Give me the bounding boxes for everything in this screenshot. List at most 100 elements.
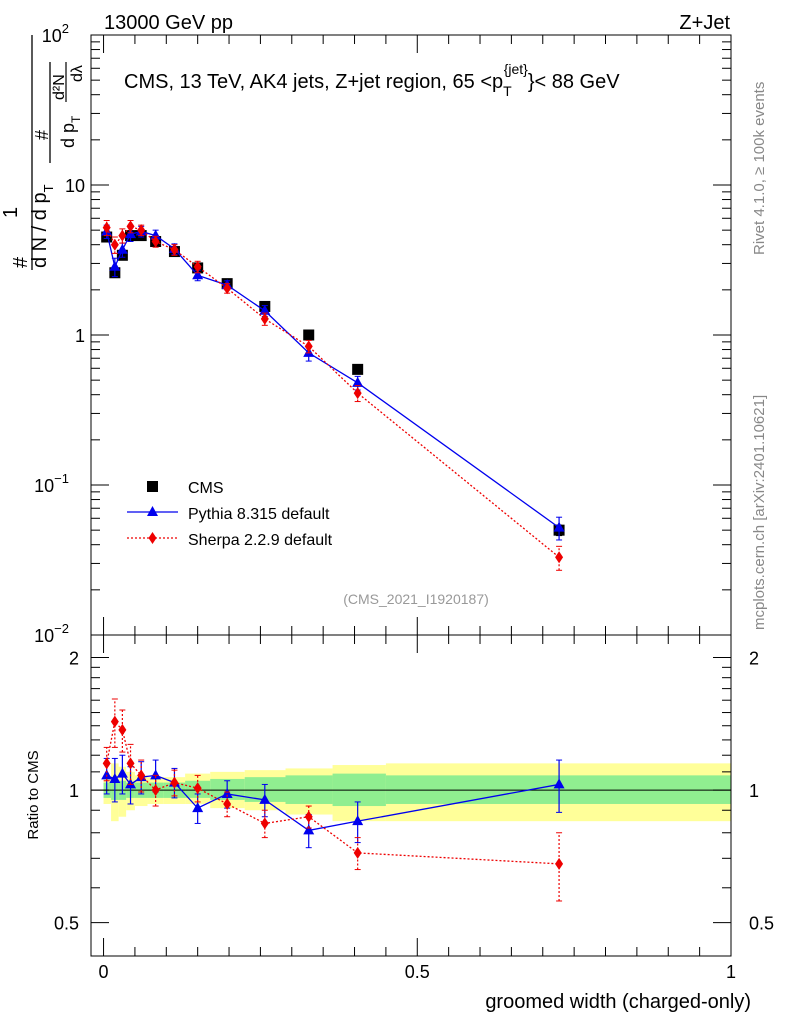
main-point-2 xyxy=(151,235,160,248)
main-y-axis-label: # 1 d N / d pT # d pT d²N dλ xyxy=(0,35,86,270)
ratio-point-0 xyxy=(192,802,204,813)
legend-label-pythia: Pythia 8.315 default xyxy=(188,506,330,523)
ratio-point-0 xyxy=(553,778,565,789)
ratio-point-1 xyxy=(110,715,119,728)
ratio-point-1 xyxy=(304,810,313,823)
main-frame xyxy=(90,34,732,636)
main-series-line-2 xyxy=(106,225,560,558)
main-point-1 xyxy=(352,376,364,387)
ratio-y-tick-label-right: 1 xyxy=(749,781,759,801)
legend-label-cms: CMS xyxy=(188,480,224,497)
main-y-tick-base: 10 xyxy=(34,476,54,496)
ratio-point-1 xyxy=(353,846,362,859)
analysis-watermark: (CMS_2021_I1920187) xyxy=(343,591,489,607)
ratio-y-axis-label: Ratio to CMS xyxy=(25,750,42,839)
ratio-x-tick-label: 0.5 xyxy=(405,962,430,982)
ratio-point-0 xyxy=(109,772,121,783)
main-y-tick-label: 1 xyxy=(75,326,85,346)
ratio-point-1 xyxy=(137,769,146,782)
ratio-point-1 xyxy=(555,857,564,870)
rivet-version-label: Rivet 4.1.0, ≥ 100k events xyxy=(751,82,768,255)
main-point-2 xyxy=(137,224,146,237)
main-point-1 xyxy=(259,304,271,315)
ratio-y-tick-label-right: 2 xyxy=(749,649,759,669)
ratio-panel: 0.5 0.5 1 1 2 2 0 0.5 1 Ratio to CMS groomed wid… xyxy=(25,634,774,1013)
main-point-0 xyxy=(303,329,315,341)
main-point-2 xyxy=(555,551,564,564)
main-point-2 xyxy=(260,312,269,325)
x-axis-label: groomed width (charged-only) xyxy=(485,991,751,1013)
main-point-1 xyxy=(116,243,128,254)
main-y-tick-base: 10 xyxy=(42,26,62,46)
chart-title: CMS, 13 TeV, AK4 jets, Z+jet region, 65 … xyxy=(124,61,620,99)
main-y-tick-exp: −2 xyxy=(54,621,69,636)
ratio-point-0 xyxy=(352,815,364,826)
ratio-point-0 xyxy=(303,824,315,835)
ylabel-num-dlambda: dλ xyxy=(69,65,86,82)
main-point-0 xyxy=(352,363,364,375)
ylabel-num-hash: # xyxy=(32,130,52,140)
ratio-point-0 xyxy=(221,787,233,798)
ratio-point-1 xyxy=(126,757,135,770)
main-point-2 xyxy=(102,221,111,234)
main-point-2 xyxy=(170,243,179,256)
legend-marker-pythia xyxy=(147,506,158,516)
ylabel-hash: # xyxy=(10,256,32,268)
main-series-line-1 xyxy=(106,230,560,529)
header-right: Z+Jet xyxy=(679,12,730,34)
ratio-x-tick-label: 0 xyxy=(99,962,109,982)
mcplots-label: mcplots.cern.ch [arXiv:2401.10621] xyxy=(751,395,768,630)
legend: CMS Pythia 8.315 default Sherpa 2.2.9 de… xyxy=(127,480,333,549)
main-point-1 xyxy=(150,229,162,240)
ratio-point-1 xyxy=(102,757,111,770)
ratio-point-0 xyxy=(259,793,271,804)
main-y-tick-label: 102 xyxy=(42,21,69,46)
ratio-point-1 xyxy=(151,784,160,797)
main-y-tick-label: 10 xyxy=(65,176,85,196)
main-point-2 xyxy=(223,282,232,295)
main-point-1 xyxy=(109,260,121,271)
main-y-tick-label: 10−2 xyxy=(34,621,69,646)
main-point-2 xyxy=(110,238,119,251)
ratio-frame xyxy=(90,634,732,957)
ratio-y-tick-label: 2 xyxy=(69,649,79,669)
ratio-y-tick-label-right: 0.5 xyxy=(749,914,774,934)
ratio-x-tick-label: 1 xyxy=(726,962,736,982)
legend-marker-cms xyxy=(147,481,158,492)
legend-marker-sherpa xyxy=(148,532,157,544)
main-y-tick-exp: −1 xyxy=(54,471,69,486)
main-point-1 xyxy=(553,521,565,532)
main-point-2 xyxy=(118,229,127,242)
ylabel-num-dpt: d pT xyxy=(58,115,83,148)
ratio-point-0 xyxy=(116,767,128,778)
ratio-point-1 xyxy=(193,782,202,795)
ratio-point-0 xyxy=(101,769,113,780)
header-left: 13000 GeV pp xyxy=(104,12,233,34)
main-y-tick-exp: 2 xyxy=(62,21,69,36)
ratio-y-tick-label: 0.5 xyxy=(54,914,79,934)
main-y-tick-base: 10 xyxy=(34,626,54,646)
ylabel-num-d2n: d²N xyxy=(51,74,68,100)
ratio-point-1 xyxy=(170,776,179,789)
ratio-point-1 xyxy=(260,817,269,830)
main-point-2 xyxy=(353,387,362,400)
main-data-layer xyxy=(101,219,565,571)
ratio-point-1 xyxy=(118,723,127,736)
main-point-2 xyxy=(126,220,135,233)
main-y-tick-label: 10−1 xyxy=(34,471,69,496)
main-point-2 xyxy=(304,340,313,353)
main-point-1 xyxy=(192,269,204,280)
main-point-2 xyxy=(193,260,202,273)
ylabel-denominator: d N / d pT xyxy=(29,184,56,268)
legend-label-sherpa: Sherpa 2.2.9 default xyxy=(188,532,333,549)
ratio-y-tick-label: 1 xyxy=(69,781,79,801)
ylabel-one: 1 xyxy=(0,207,22,218)
ratio-point-0 xyxy=(150,769,162,780)
ratio-bands xyxy=(91,763,731,822)
ratio-data-layer xyxy=(101,698,565,902)
ratio-ticks: 0.5 0.5 1 1 2 2 0 0.5 1 xyxy=(54,635,774,982)
ratio-point-1 xyxy=(223,797,232,810)
